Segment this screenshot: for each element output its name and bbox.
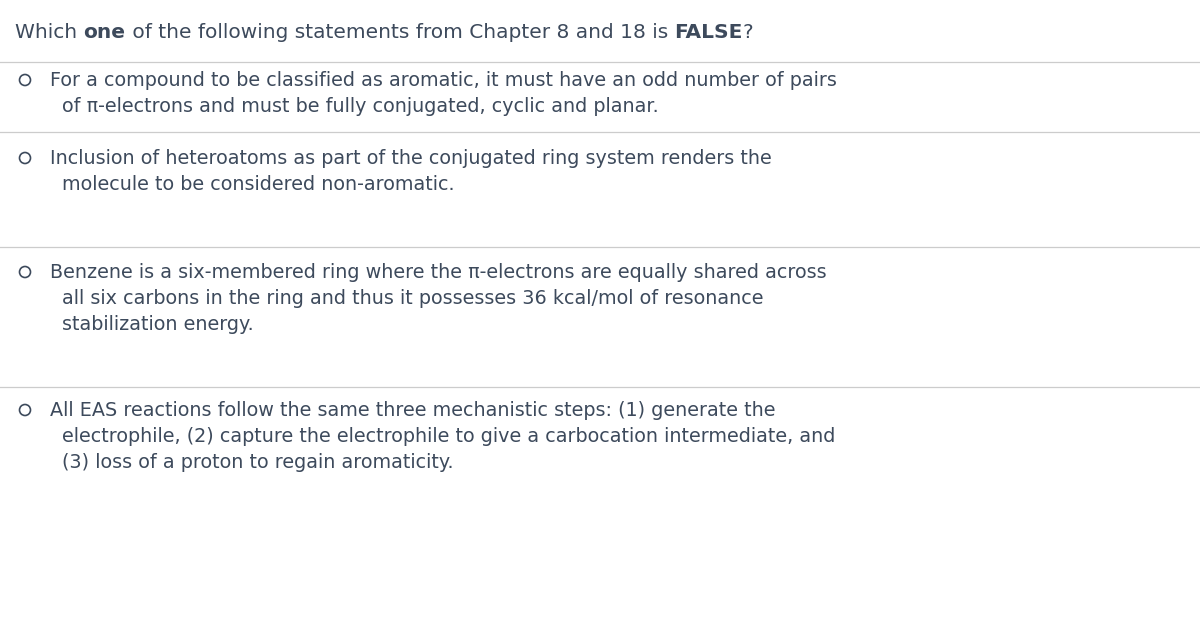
Text: FALSE: FALSE: [674, 23, 743, 42]
Text: of π-electrons and must be fully conjugated, cyclic and planar.: of π-electrons and must be fully conjuga…: [62, 97, 659, 115]
Text: all six carbons in the ring and thus it possesses 36 kcal/mol of resonance: all six carbons in the ring and thus it …: [62, 288, 763, 308]
Text: Inclusion of heteroatoms as part of the conjugated ring system renders the: Inclusion of heteroatoms as part of the …: [50, 149, 772, 167]
Text: (3) loss of a proton to regain aromaticity.: (3) loss of a proton to regain aromatici…: [62, 453, 454, 471]
Text: one: one: [84, 23, 126, 42]
Text: of the following statements from Chapter 8 and 18 is: of the following statements from Chapter…: [126, 23, 674, 42]
Text: stabilization energy.: stabilization energy.: [62, 314, 253, 334]
Text: Which: Which: [14, 23, 84, 42]
Text: For a compound to be classified as aromatic, it must have an odd number of pairs: For a compound to be classified as aroma…: [50, 71, 836, 89]
Text: molecule to be considered non-aromatic.: molecule to be considered non-aromatic.: [62, 174, 455, 193]
Text: Benzene is a six-membered ring where the π-electrons are equally shared across: Benzene is a six-membered ring where the…: [50, 262, 827, 281]
Text: ?: ?: [743, 23, 754, 42]
Text: All EAS reactions follow the same three mechanistic steps: (1) generate the: All EAS reactions follow the same three …: [50, 401, 775, 420]
Text: electrophile, (2) capture the electrophile to give a carbocation intermediate, a: electrophile, (2) capture the electrophi…: [62, 427, 835, 446]
